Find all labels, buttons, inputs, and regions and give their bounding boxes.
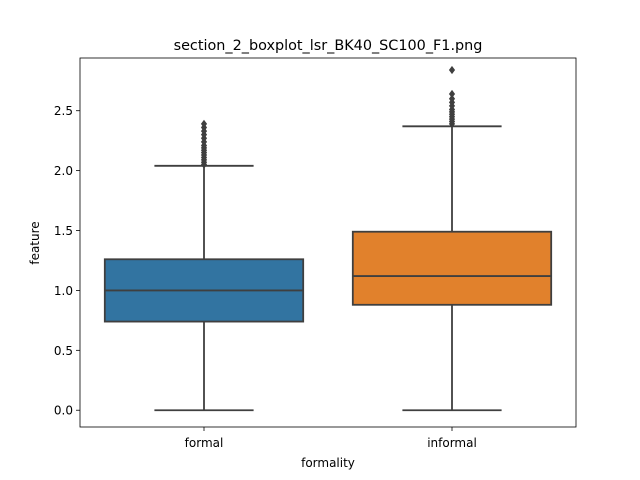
y-tick-label: 2.0 (54, 164, 73, 178)
y-tick-label: 0.0 (54, 404, 73, 418)
outlier-point (200, 119, 208, 128)
y-tick-label: 1.0 (54, 284, 73, 298)
y-axis: 0.0 0.5 1.0 1.5 2.0 2.5 (54, 104, 80, 418)
box-group-formal (103, 119, 305, 412)
x-axis: formal informal (185, 427, 477, 450)
box-group-informal (351, 65, 553, 412)
plot-frame (79, 57, 577, 428)
y-tick-label: 1.5 (54, 224, 73, 238)
outlier-point (448, 89, 456, 99)
x-tick-label-informal: informal (427, 436, 477, 450)
x-axis-label: formality (301, 456, 355, 470)
outlier-point (448, 94, 456, 103)
y-tick-label: 0.5 (54, 344, 73, 358)
box-informal (351, 230, 553, 306)
chart-title: section_2_boxplot_lsr_BK40_SC100_F1.png (174, 38, 483, 54)
y-axis-label: feature (28, 221, 42, 264)
outlier-point (448, 65, 456, 75)
y-tick-label: 2.5 (54, 104, 73, 118)
plot-area (103, 65, 553, 412)
x-tick-label-formal: formal (185, 436, 224, 450)
